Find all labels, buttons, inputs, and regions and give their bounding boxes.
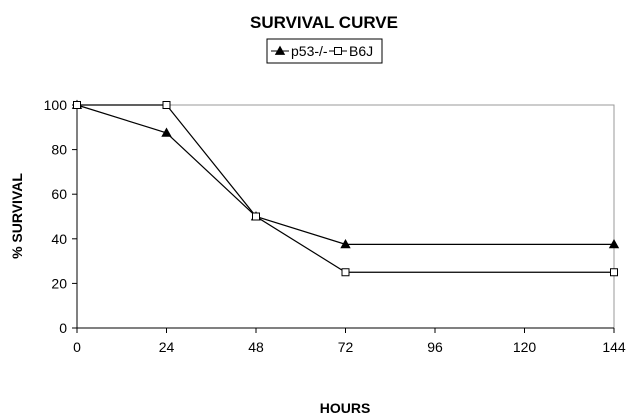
x-tick-label: 48 [248,339,264,355]
x-tick-label: 24 [159,339,175,355]
legend-item-0: p53-/- [271,43,328,59]
data-point-triangle [608,239,620,249]
x-tick-label: 0 [73,339,81,355]
y-tick-label: 100 [44,97,68,113]
data-point-triangle [274,45,286,55]
data-point-triangle [161,127,172,137]
plot-area [76,104,615,329]
y-tick-label: 40 [51,231,67,247]
data-point-square [73,101,81,109]
data-point-square [162,101,171,109]
y-tick-label: 0 [59,320,67,336]
data-point-triangle [340,239,351,249]
y-tick-label: 20 [51,275,67,291]
data-point-square [252,212,260,221]
y-tick-label: 60 [51,186,67,202]
x-tick-label: 120 [513,339,537,355]
y-tick-label: 80 [51,142,67,158]
data-point-square [334,47,342,55]
y-axis-title: % SURVIVAL [9,173,25,259]
legend-label: B6J [349,43,373,59]
legend: p53-/- B6J [266,38,383,64]
x-tick-label: 72 [338,339,354,355]
x-tick-label: 96 [427,339,443,355]
data-point-square [610,268,618,277]
legend-item-1: B6J [329,43,373,59]
data-point-square [341,268,350,277]
x-axis-title: HOURS [320,400,371,416]
chart-title: SURVIVAL CURVE [250,13,398,32]
series-1 [73,101,618,277]
x-tick-label: 144 [602,339,626,355]
legend-label: p53-/- [291,43,328,59]
